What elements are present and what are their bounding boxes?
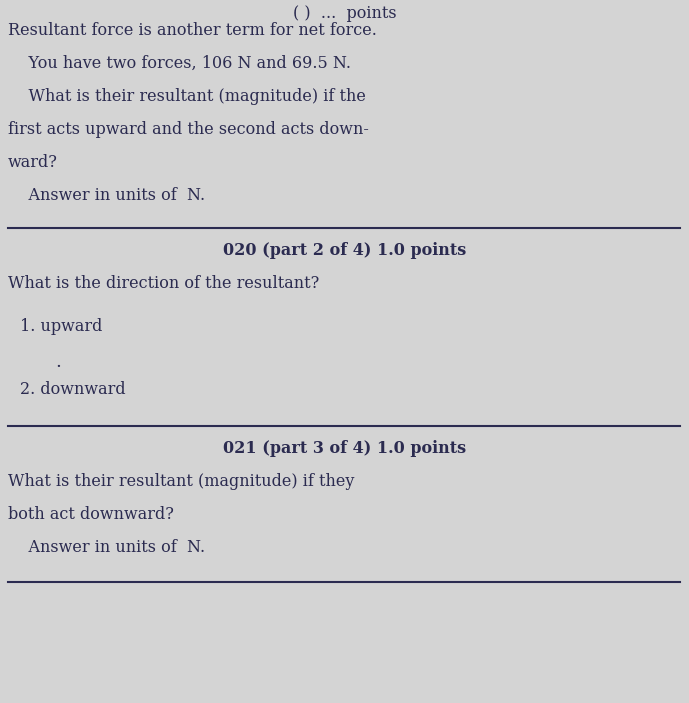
Text: 1. upward: 1. upward	[20, 318, 103, 335]
Text: What is the direction of the resultant?: What is the direction of the resultant?	[8, 275, 319, 292]
Text: What is their resultant (magnitude) if they: What is their resultant (magnitude) if t…	[8, 473, 354, 490]
Text: What is their resultant (magnitude) if the: What is their resultant (magnitude) if t…	[8, 88, 366, 105]
Text: ( )  ...  points: ( ) ... points	[293, 5, 396, 22]
Text: Resultant force is another term for net force.: Resultant force is another term for net …	[8, 22, 377, 39]
Text: 020 (part 2 of 4) 1.0 points: 020 (part 2 of 4) 1.0 points	[223, 242, 466, 259]
Text: .: .	[55, 353, 61, 371]
Text: 021 (part 3 of 4) 1.0 points: 021 (part 3 of 4) 1.0 points	[223, 440, 466, 457]
Text: both act downward?: both act downward?	[8, 506, 174, 523]
Text: first acts upward and the second acts down-: first acts upward and the second acts do…	[8, 121, 369, 138]
Text: Answer in units of  N.: Answer in units of N.	[8, 187, 205, 204]
Text: You have two forces, 106 N and 69.5 N.: You have two forces, 106 N and 69.5 N.	[8, 55, 351, 72]
Text: ward?: ward?	[8, 154, 58, 171]
Text: Answer in units of  N.: Answer in units of N.	[8, 539, 205, 556]
Text: 2. downward: 2. downward	[20, 381, 125, 398]
